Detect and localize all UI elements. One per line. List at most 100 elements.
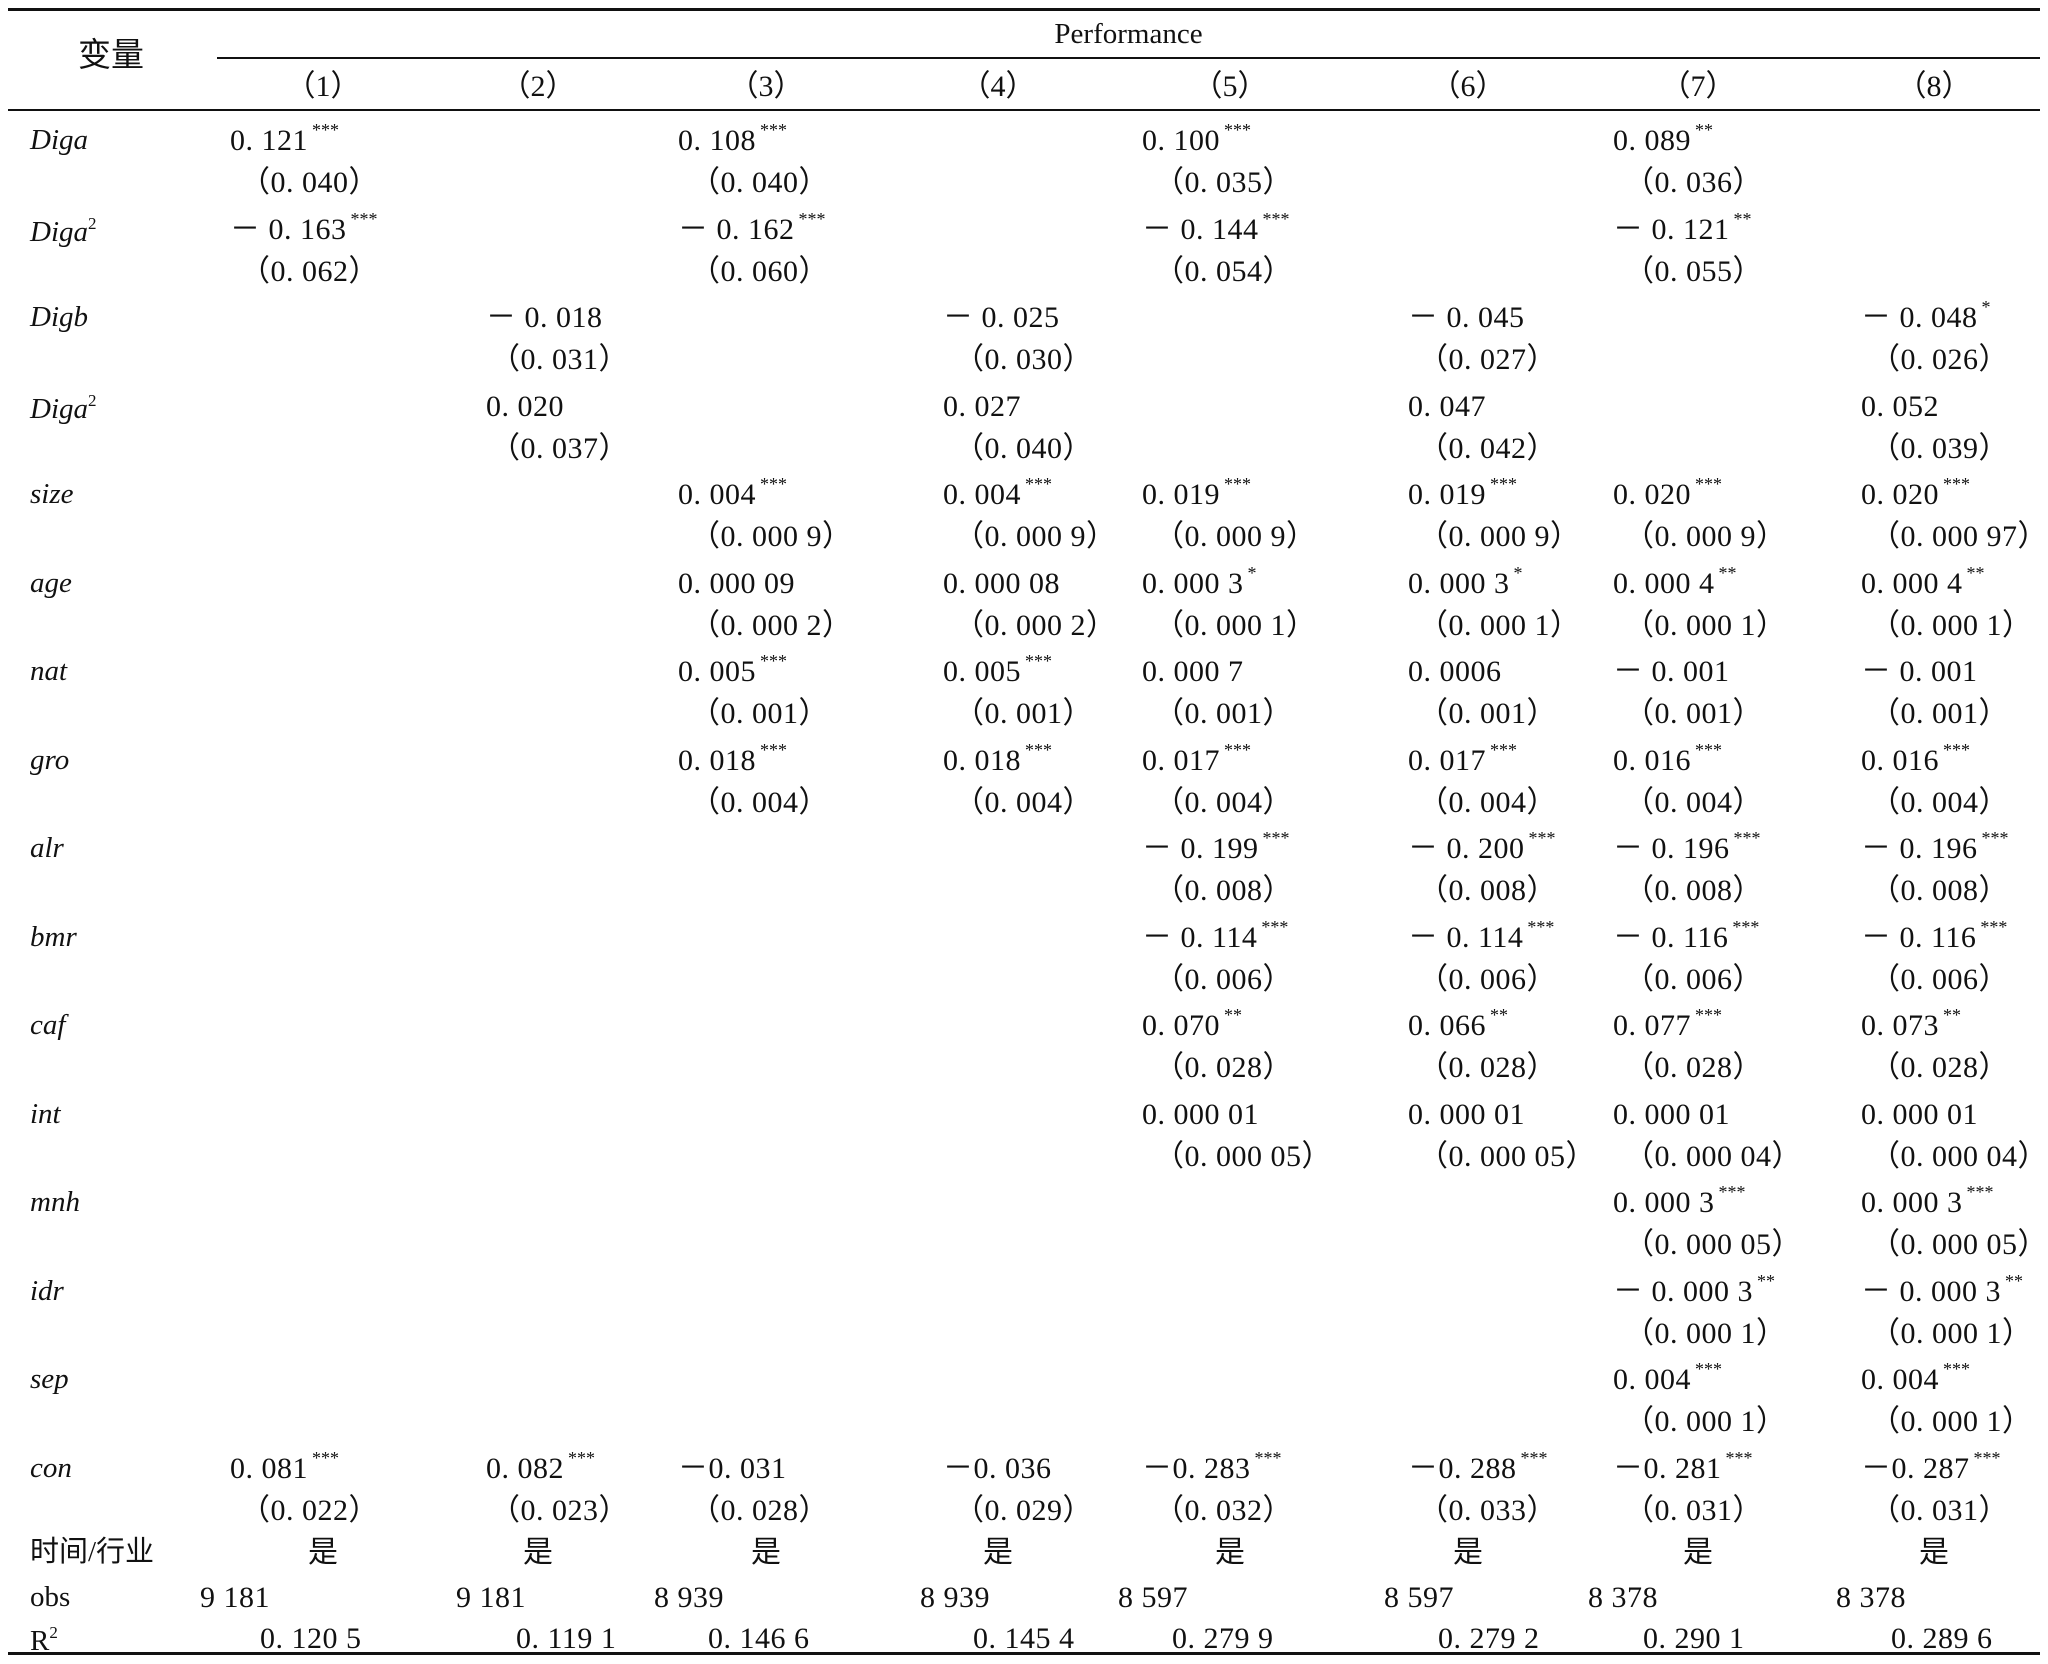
header-rule bbox=[8, 109, 2040, 111]
se-cell: （0. 000 9） bbox=[1154, 520, 1317, 553]
row-label-idr: idr bbox=[30, 1274, 64, 1307]
row-label-caf: caf bbox=[30, 1009, 66, 1041]
coef-cell: 0. 019 *** bbox=[1408, 474, 1517, 511]
significance-stars: *** bbox=[1733, 828, 1761, 848]
coef-cell: － 0. 163 *** bbox=[230, 208, 378, 246]
significance-stars: *** bbox=[1943, 1359, 1970, 1379]
coef-cell: 0. 0006 bbox=[1408, 655, 1502, 688]
coef-cell: 0. 089 ** bbox=[1613, 120, 1713, 157]
significance-stars: *** bbox=[1725, 1447, 1753, 1468]
coef-cell: 0. 018 *** bbox=[943, 739, 1052, 777]
se-cell: （0. 030） bbox=[954, 343, 1093, 376]
footer-label-obs: obs bbox=[30, 1581, 71, 1613]
significance-stars: *** bbox=[1224, 120, 1251, 140]
footer-cell-obs: 9 181 bbox=[200, 1581, 270, 1614]
row-label-Diga-sq: Diga2 bbox=[30, 213, 97, 248]
coef-cell: 0. 017 *** bbox=[1408, 739, 1517, 777]
coef-cell: － 0. 000 3 ** bbox=[1613, 1270, 1775, 1308]
se-cell: （0. 008） bbox=[1870, 874, 2009, 907]
significance-stars: * bbox=[1247, 562, 1257, 583]
coef-cell: 0. 047 bbox=[1408, 389, 1486, 423]
significance-stars: ** bbox=[1224, 1005, 1242, 1025]
se-cell: （0. 033） bbox=[1418, 1493, 1557, 1527]
row-label-nat: nat bbox=[30, 655, 68, 687]
se-cell: （0. 026） bbox=[1870, 343, 2009, 376]
coef-cell: － 0. 116 *** bbox=[1613, 916, 1760, 954]
significance-stars: *** bbox=[1528, 828, 1556, 848]
footer-cell-obs: 8 597 bbox=[1118, 1581, 1188, 1614]
significance-stars: *** bbox=[798, 208, 826, 229]
significance-stars: *** bbox=[1695, 739, 1722, 760]
se-cell: （0. 023） bbox=[490, 1493, 629, 1527]
se-cell: （0. 006） bbox=[1870, 962, 2009, 996]
se-cell: （0. 042） bbox=[1418, 431, 1557, 465]
significance-stars: *** bbox=[568, 1447, 595, 1468]
footer-cell-obs: 8 378 bbox=[1836, 1581, 1906, 1614]
se-cell: （0. 029） bbox=[954, 1493, 1093, 1527]
se-cell: （0. 062） bbox=[240, 254, 379, 288]
footer-cell-fe: 是 bbox=[1919, 1536, 1950, 1569]
significance-stars: *** bbox=[1262, 208, 1290, 229]
coef-cell: －0. 283 *** bbox=[1142, 1447, 1282, 1485]
significance-stars: * bbox=[1981, 297, 1991, 317]
coef-cell: － 0. 196 *** bbox=[1861, 828, 2009, 865]
se-cell: （0. 004） bbox=[690, 785, 829, 819]
significance-stars: *** bbox=[760, 120, 787, 140]
coef-cell: 0. 000 4 ** bbox=[1861, 562, 1985, 600]
coef-cell: 0. 000 3 * bbox=[1408, 562, 1523, 600]
coef-cell: － 0. 196 *** bbox=[1613, 828, 1761, 865]
row-label-Diga-sq: Diga2 bbox=[30, 390, 97, 425]
coef-cell: － 0. 000 3 ** bbox=[1861, 1270, 2023, 1308]
significance-stars: *** bbox=[1973, 1447, 2001, 1468]
se-cell: （0. 004） bbox=[1870, 785, 2009, 819]
column-number-3: （3） bbox=[728, 70, 804, 103]
se-cell: （0. 000 05） bbox=[1154, 1139, 1332, 1173]
coef-cell: 0. 020 *** bbox=[1613, 474, 1722, 511]
variable-header: 变量 bbox=[78, 38, 144, 74]
coef-cell: 0. 016 *** bbox=[1861, 739, 1970, 777]
significance-stars: ** bbox=[2005, 1270, 2023, 1291]
coef-cell: 0. 019 *** bbox=[1142, 474, 1251, 511]
se-cell: （0. 028） bbox=[1870, 1051, 2009, 1084]
significance-stars: *** bbox=[1025, 474, 1052, 494]
coef-cell: 0. 000 09 bbox=[678, 566, 795, 600]
coef-cell: 0. 070 ** bbox=[1142, 1005, 1242, 1042]
se-cell: （0. 001） bbox=[1624, 697, 1763, 730]
coef-cell: 0. 000 3 *** bbox=[1861, 1182, 1994, 1219]
coef-cell: －0. 281 *** bbox=[1613, 1447, 1753, 1485]
se-cell: （0. 000 1） bbox=[1624, 1316, 1787, 1350]
se-cell: （0. 040） bbox=[690, 166, 829, 199]
footer-cell-r2: 0. 279 2 bbox=[1438, 1622, 1540, 1655]
se-cell: （0. 035） bbox=[1154, 166, 1293, 199]
se-cell: （0. 000 1） bbox=[1418, 608, 1581, 642]
significance-stars: ** bbox=[1490, 1005, 1508, 1025]
coef-cell: 0. 017 *** bbox=[1142, 739, 1251, 777]
coef-cell: 0. 000 7 bbox=[1142, 655, 1244, 688]
coef-cell: 0. 066 ** bbox=[1408, 1005, 1508, 1042]
row-label-age: age bbox=[30, 566, 72, 599]
se-cell: （0. 004） bbox=[1154, 785, 1293, 819]
coef-cell: 0. 077 *** bbox=[1613, 1005, 1722, 1042]
coef-cell: － 0. 121 ** bbox=[1613, 208, 1752, 246]
se-cell: （0. 000 2） bbox=[954, 608, 1117, 642]
se-cell: （0. 000 97） bbox=[1870, 520, 2048, 553]
significance-stars: *** bbox=[1695, 1359, 1722, 1379]
coef-cell: － 0. 199 *** bbox=[1142, 828, 1290, 865]
se-cell: （0. 000 1） bbox=[1624, 608, 1787, 642]
significance-stars: *** bbox=[1261, 916, 1289, 937]
coef-cell: 0. 004 *** bbox=[943, 474, 1052, 511]
coef-cell: 0. 073 ** bbox=[1861, 1005, 1961, 1042]
column-number-8: （8） bbox=[1896, 70, 1972, 103]
column-number-5: （5） bbox=[1192, 70, 1268, 103]
coef-cell: －0. 288 *** bbox=[1408, 1447, 1548, 1485]
coef-cell: － 0. 116 *** bbox=[1861, 916, 2008, 954]
se-cell: （0. 000 9） bbox=[690, 520, 853, 553]
se-cell: （0. 031） bbox=[1870, 1493, 2009, 1527]
column-number-4: （4） bbox=[960, 70, 1036, 103]
se-cell: （0. 027） bbox=[1418, 343, 1557, 376]
footer-cell-fe: 是 bbox=[751, 1536, 782, 1569]
significance-stars: ** bbox=[1966, 562, 1985, 583]
coef-cell: 0. 000 4 ** bbox=[1613, 562, 1737, 600]
significance-stars: *** bbox=[1695, 474, 1722, 494]
significance-stars: ** bbox=[1943, 1005, 1961, 1025]
